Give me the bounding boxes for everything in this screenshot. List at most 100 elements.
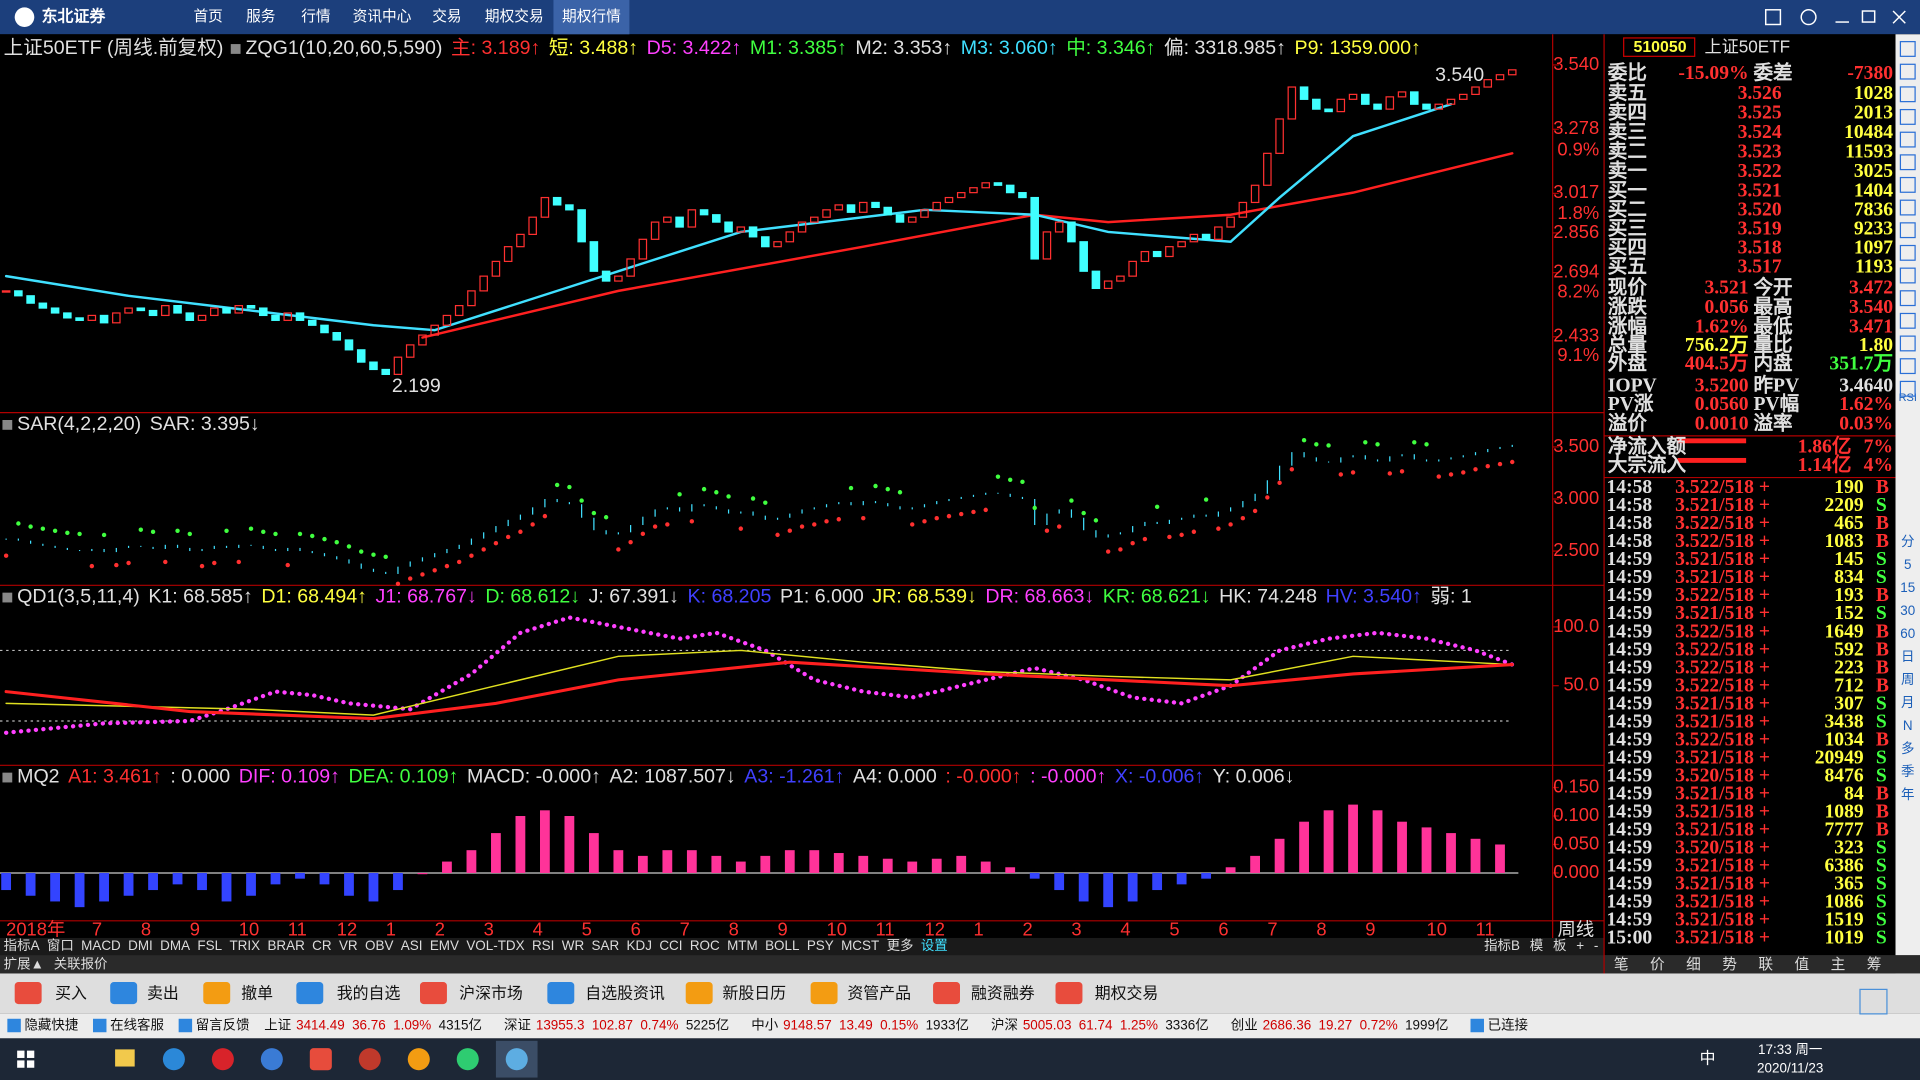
tab[interactable]: ASI bbox=[401, 938, 423, 953]
tool-icon[interactable] bbox=[1899, 176, 1916, 193]
close[interactable] bbox=[1892, 10, 1906, 24]
side-tool[interactable]: 周 bbox=[1901, 672, 1914, 687]
tab[interactable]: MACD bbox=[81, 938, 121, 953]
layout-icon[interactable] bbox=[1764, 9, 1782, 26]
side-tool[interactable]: 多 bbox=[1901, 740, 1914, 756]
app-icon[interactable] bbox=[115, 1049, 135, 1067]
tab[interactable]: 板 bbox=[1553, 938, 1566, 953]
app-icon[interactable] bbox=[358, 1048, 381, 1071]
tab[interactable]: 指标B bbox=[1484, 938, 1520, 953]
toolbar-button[interactable]: 撤单 bbox=[241, 984, 273, 1002]
tool-icon[interactable] bbox=[1899, 63, 1916, 80]
toolbar-button[interactable]: 新股日历 bbox=[722, 984, 786, 1002]
status-link[interactable]: 在线客服 bbox=[110, 1017, 164, 1033]
restore[interactable] bbox=[1861, 10, 1876, 23]
menu-item[interactable]: 交易 bbox=[432, 7, 461, 25]
quote-tab[interactable]: 主 bbox=[1831, 956, 1846, 973]
tab[interactable]: DMI bbox=[128, 938, 153, 953]
quote-tab[interactable]: 值 bbox=[1794, 956, 1809, 973]
tab[interactable]: DMA bbox=[160, 938, 190, 953]
toolbar-button[interactable]: 融资融券 bbox=[971, 984, 1035, 1002]
tab[interactable]: ROC bbox=[690, 938, 720, 953]
toolbar-icon[interactable] bbox=[296, 982, 324, 1005]
tab[interactable]: 更多 bbox=[887, 937, 914, 953]
tool-icon[interactable] bbox=[1899, 154, 1916, 171]
toolbar-icon[interactable] bbox=[810, 982, 838, 1005]
side-tool[interactable]: 60 bbox=[1900, 626, 1915, 641]
tab[interactable]: RSI bbox=[532, 938, 554, 953]
tab[interactable]: MCST bbox=[841, 938, 879, 953]
tool-icon[interactable] bbox=[1899, 41, 1916, 57]
settings-icon[interactable] bbox=[1800, 9, 1817, 26]
toolbar-button[interactable]: 买入 bbox=[55, 984, 87, 1002]
tool-icon[interactable] bbox=[1899, 86, 1916, 103]
tool-icon[interactable] bbox=[1899, 131, 1916, 148]
quote-tab[interactable]: 联 bbox=[1758, 956, 1773, 973]
tool-icon[interactable] bbox=[1899, 358, 1916, 375]
tab[interactable]: 设置 bbox=[921, 938, 948, 953]
ext-tab[interactable]: 扩展▲ bbox=[4, 956, 44, 971]
side-tool[interactable]: 15 bbox=[1900, 580, 1915, 595]
menu-item[interactable]: 服务 bbox=[246, 8, 276, 25]
menu-item[interactable]: 期权交易 bbox=[485, 7, 544, 25]
tab[interactable]: FSL bbox=[197, 938, 222, 953]
tool-icon[interactable] bbox=[1899, 380, 1916, 397]
tool-icon[interactable] bbox=[1899, 290, 1916, 307]
menu-item[interactable]: 首页 bbox=[193, 8, 222, 25]
quote-tab[interactable]: 价 bbox=[1650, 957, 1665, 973]
quote-tab[interactable]: 细 bbox=[1686, 956, 1701, 973]
side-tool[interactable]: N bbox=[1903, 718, 1913, 733]
tab[interactable]: KDJ bbox=[627, 938, 652, 953]
tab[interactable]: MTM bbox=[727, 938, 758, 953]
app-icon[interactable] bbox=[162, 1048, 185, 1071]
quote-tab[interactable]: 筹 bbox=[1867, 956, 1882, 973]
toolbar-icon[interactable] bbox=[1055, 982, 1083, 1005]
tab[interactable]: + bbox=[1576, 938, 1584, 953]
side-tool[interactable]: RSI bbox=[1899, 392, 1917, 404]
tab[interactable]: BRAR bbox=[267, 938, 305, 953]
menu-item[interactable]: 行情 bbox=[301, 8, 331, 25]
tab[interactable]: CCI bbox=[659, 938, 682, 953]
quote-tab[interactable]: 势 bbox=[1722, 956, 1737, 973]
tab[interactable]: TRIX bbox=[229, 938, 260, 953]
toolbar-button[interactable]: 自选股资讯 bbox=[585, 984, 665, 1002]
side-tool[interactable]: 年 bbox=[1901, 787, 1914, 802]
quote-tab[interactable]: 笔 bbox=[1614, 956, 1629, 973]
tool-icon[interactable] bbox=[1899, 222, 1916, 239]
tab[interactable]: VOL-TDX bbox=[466, 938, 524, 953]
tool-icon[interactable] bbox=[1899, 312, 1916, 329]
toolbar-button[interactable]: 我的自选 bbox=[337, 984, 401, 1002]
toolbar-icon[interactable] bbox=[14, 982, 42, 1005]
toolbar-button[interactable]: 期权交易 bbox=[1095, 984, 1159, 1002]
tab[interactable]: EMV bbox=[430, 938, 459, 953]
side-tool[interactable]: 月 bbox=[1901, 695, 1914, 710]
toolbar-icon[interactable] bbox=[685, 982, 713, 1005]
toolbar-icon[interactable] bbox=[203, 982, 231, 1005]
app-icon[interactable] bbox=[260, 1048, 283, 1071]
side-tool[interactable]: 30 bbox=[1900, 603, 1915, 618]
ext-tab[interactable]: 关联报价 bbox=[54, 956, 108, 971]
tab[interactable]: 模 bbox=[1530, 938, 1543, 953]
app-icon[interactable] bbox=[211, 1048, 234, 1071]
side-tool[interactable]: 日 bbox=[1901, 649, 1914, 664]
status-link[interactable]: 留言反馈 bbox=[196, 1018, 250, 1033]
tab[interactable]: BOLL bbox=[765, 938, 800, 953]
tool-icon[interactable] bbox=[1899, 108, 1916, 125]
tab[interactable]: OBV bbox=[365, 938, 393, 953]
tab[interactable]: 窗口 bbox=[47, 937, 74, 953]
menu-item[interactable]: 期权行情 bbox=[562, 8, 621, 25]
toolbar-icon[interactable] bbox=[110, 982, 138, 1005]
side-tool[interactable]: 分 bbox=[1901, 534, 1914, 549]
tool-icon[interactable] bbox=[1899, 244, 1916, 261]
toolbar-icon[interactable] bbox=[933, 982, 960, 1005]
tab[interactable]: PSY bbox=[807, 938, 834, 953]
side-tool[interactable]: 季 bbox=[1901, 764, 1914, 779]
tab[interactable]: WR bbox=[562, 938, 585, 953]
menu-item[interactable]: 资讯中心 bbox=[353, 8, 412, 25]
tab[interactable]: SAR bbox=[592, 938, 620, 953]
tab[interactable]: CR bbox=[312, 938, 332, 953]
app-icon[interactable] bbox=[309, 1048, 332, 1071]
toolbar-button[interactable]: 沪深市场 bbox=[459, 984, 523, 1002]
tab[interactable]: VR bbox=[339, 938, 358, 953]
toolbar-button[interactable]: 资管产品 bbox=[847, 984, 911, 1002]
